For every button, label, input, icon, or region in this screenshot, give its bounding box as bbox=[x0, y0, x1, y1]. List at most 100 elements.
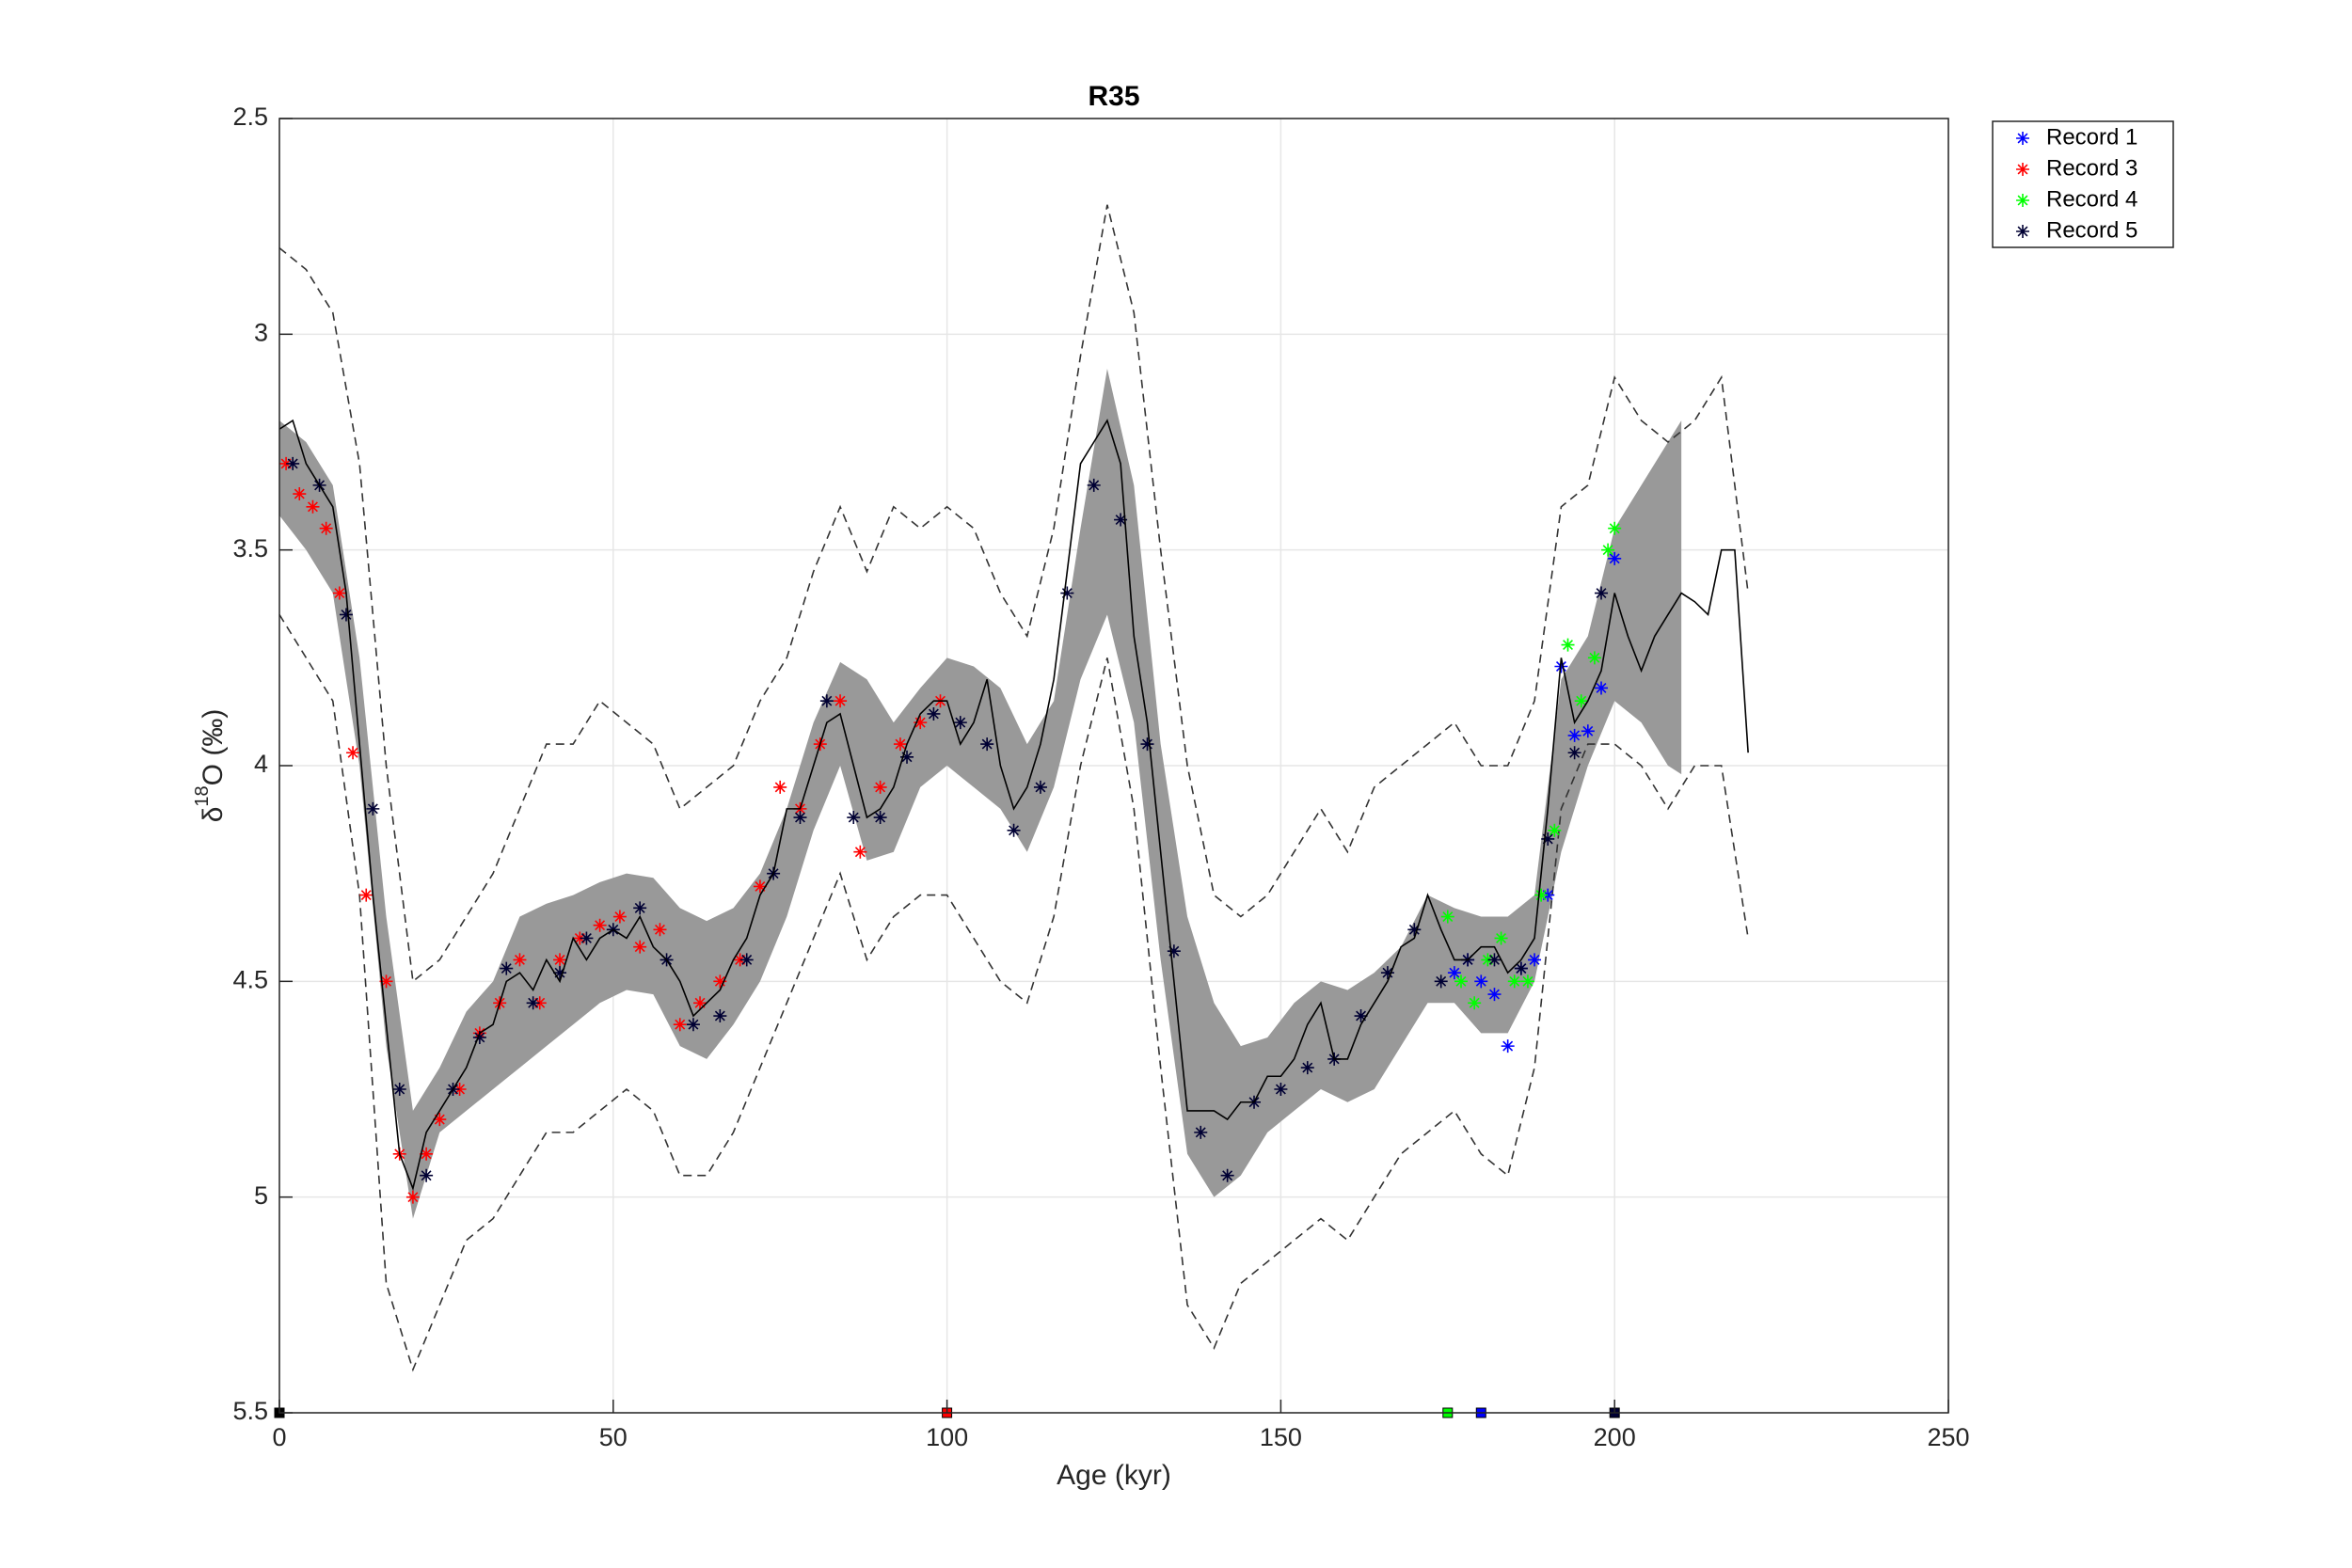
data-point bbox=[980, 737, 994, 752]
data-point bbox=[1447, 966, 1461, 980]
data-point bbox=[1481, 953, 1495, 967]
lower-bound bbox=[278, 614, 1749, 1372]
y-tick-label: 5 bbox=[254, 1181, 268, 1210]
data-point bbox=[1487, 953, 1502, 967]
data-point bbox=[1608, 551, 1622, 565]
data-point bbox=[1567, 746, 1581, 760]
data-point bbox=[893, 737, 907, 752]
ticks: 0 50 100 150 200 250 2.5 3 3.5 4 4.5 5 5.5 bbox=[232, 103, 1969, 1451]
data-point bbox=[1194, 1125, 1208, 1139]
data-point bbox=[1514, 961, 1528, 975]
data-point bbox=[366, 801, 380, 816]
data-point bbox=[513, 953, 527, 967]
data-point bbox=[346, 746, 360, 760]
data-point bbox=[405, 1190, 420, 1204]
data-point bbox=[773, 780, 787, 794]
data-point bbox=[1541, 832, 1555, 846]
data-point bbox=[286, 456, 300, 470]
data-point bbox=[753, 879, 767, 894]
x-tick-label: 200 bbox=[1594, 1423, 1636, 1451]
data-point bbox=[1595, 681, 1609, 695]
data-point bbox=[1487, 988, 1502, 1002]
legend-marker bbox=[2016, 163, 2029, 176]
data-point bbox=[1501, 1039, 1515, 1053]
x-axis-label: Age (kyr) bbox=[1057, 1460, 1171, 1491]
data-point bbox=[653, 923, 667, 937]
data-point bbox=[1474, 974, 1488, 989]
data-point bbox=[1587, 651, 1601, 665]
data-point bbox=[873, 811, 887, 825]
y-label-rest: O (‰) bbox=[198, 709, 229, 786]
data-point bbox=[793, 811, 807, 825]
x-tick-label: 50 bbox=[599, 1423, 628, 1451]
data-point bbox=[359, 888, 373, 902]
data-point bbox=[1380, 966, 1394, 980]
data-point bbox=[733, 953, 747, 967]
y-tick-label: 3.5 bbox=[232, 534, 268, 562]
data-point bbox=[453, 1083, 467, 1096]
data-point bbox=[1494, 931, 1508, 945]
y-tick-label: 5.5 bbox=[232, 1397, 268, 1425]
data-point bbox=[633, 940, 647, 954]
data-point bbox=[633, 901, 647, 915]
data-point bbox=[1060, 586, 1074, 600]
data-point bbox=[1541, 888, 1555, 902]
data-point bbox=[673, 1018, 687, 1032]
data-point bbox=[834, 694, 848, 708]
data-point bbox=[873, 780, 887, 794]
data-point bbox=[526, 996, 540, 1010]
data-point bbox=[1274, 1083, 1288, 1096]
data-point bbox=[819, 694, 834, 708]
data-point bbox=[433, 1113, 447, 1127]
data-point bbox=[1033, 780, 1047, 794]
upper-bound bbox=[278, 204, 1749, 983]
data-point bbox=[686, 1018, 700, 1032]
data-point bbox=[1507, 974, 1521, 989]
data-point bbox=[914, 716, 928, 730]
legend-marker bbox=[2016, 132, 2029, 145]
y-tick-label: 2.5 bbox=[232, 103, 268, 131]
y-tick-label: 3 bbox=[254, 318, 268, 346]
data-point bbox=[500, 961, 514, 975]
data-point bbox=[1528, 953, 1542, 967]
data-point bbox=[319, 521, 333, 535]
data-point bbox=[900, 750, 914, 764]
data-point bbox=[1561, 638, 1575, 652]
data-point bbox=[612, 910, 627, 924]
y-label-symbol: δ bbox=[198, 807, 229, 823]
data-point bbox=[379, 974, 393, 989]
data-point bbox=[553, 953, 567, 967]
legend-label: Record 4 bbox=[2046, 186, 2137, 212]
data-point bbox=[1454, 974, 1468, 989]
data-point bbox=[420, 1168, 434, 1182]
data-point bbox=[1595, 586, 1609, 600]
y-tick-label: 4.5 bbox=[232, 965, 268, 993]
x-tick-label: 250 bbox=[1927, 1423, 1969, 1451]
data-point bbox=[713, 1009, 727, 1023]
data-point bbox=[1087, 478, 1101, 492]
y-tick-label: 4 bbox=[254, 750, 268, 778]
data-point bbox=[279, 456, 294, 470]
data-point bbox=[739, 953, 754, 967]
data-point bbox=[1140, 737, 1154, 752]
data-point bbox=[553, 966, 567, 980]
data-point bbox=[927, 706, 941, 721]
data-point bbox=[1440, 910, 1454, 924]
data-point bbox=[953, 716, 967, 730]
data-point bbox=[332, 586, 346, 600]
x-tick-label: 0 bbox=[272, 1423, 286, 1451]
x-tick-label: 150 bbox=[1260, 1423, 1302, 1451]
data-point bbox=[1220, 1168, 1234, 1182]
data-point bbox=[1581, 724, 1595, 738]
y-label-sup: 18 bbox=[192, 785, 213, 806]
data-point bbox=[1534, 888, 1549, 902]
data-point bbox=[1548, 823, 1562, 837]
chart-title: R35 bbox=[1088, 81, 1139, 112]
data-point bbox=[1167, 944, 1181, 958]
data-point bbox=[1567, 728, 1581, 742]
legend-marker bbox=[2016, 225, 2029, 238]
data-point bbox=[1407, 923, 1422, 937]
data-point bbox=[847, 811, 861, 825]
median-line bbox=[278, 419, 1749, 1192]
